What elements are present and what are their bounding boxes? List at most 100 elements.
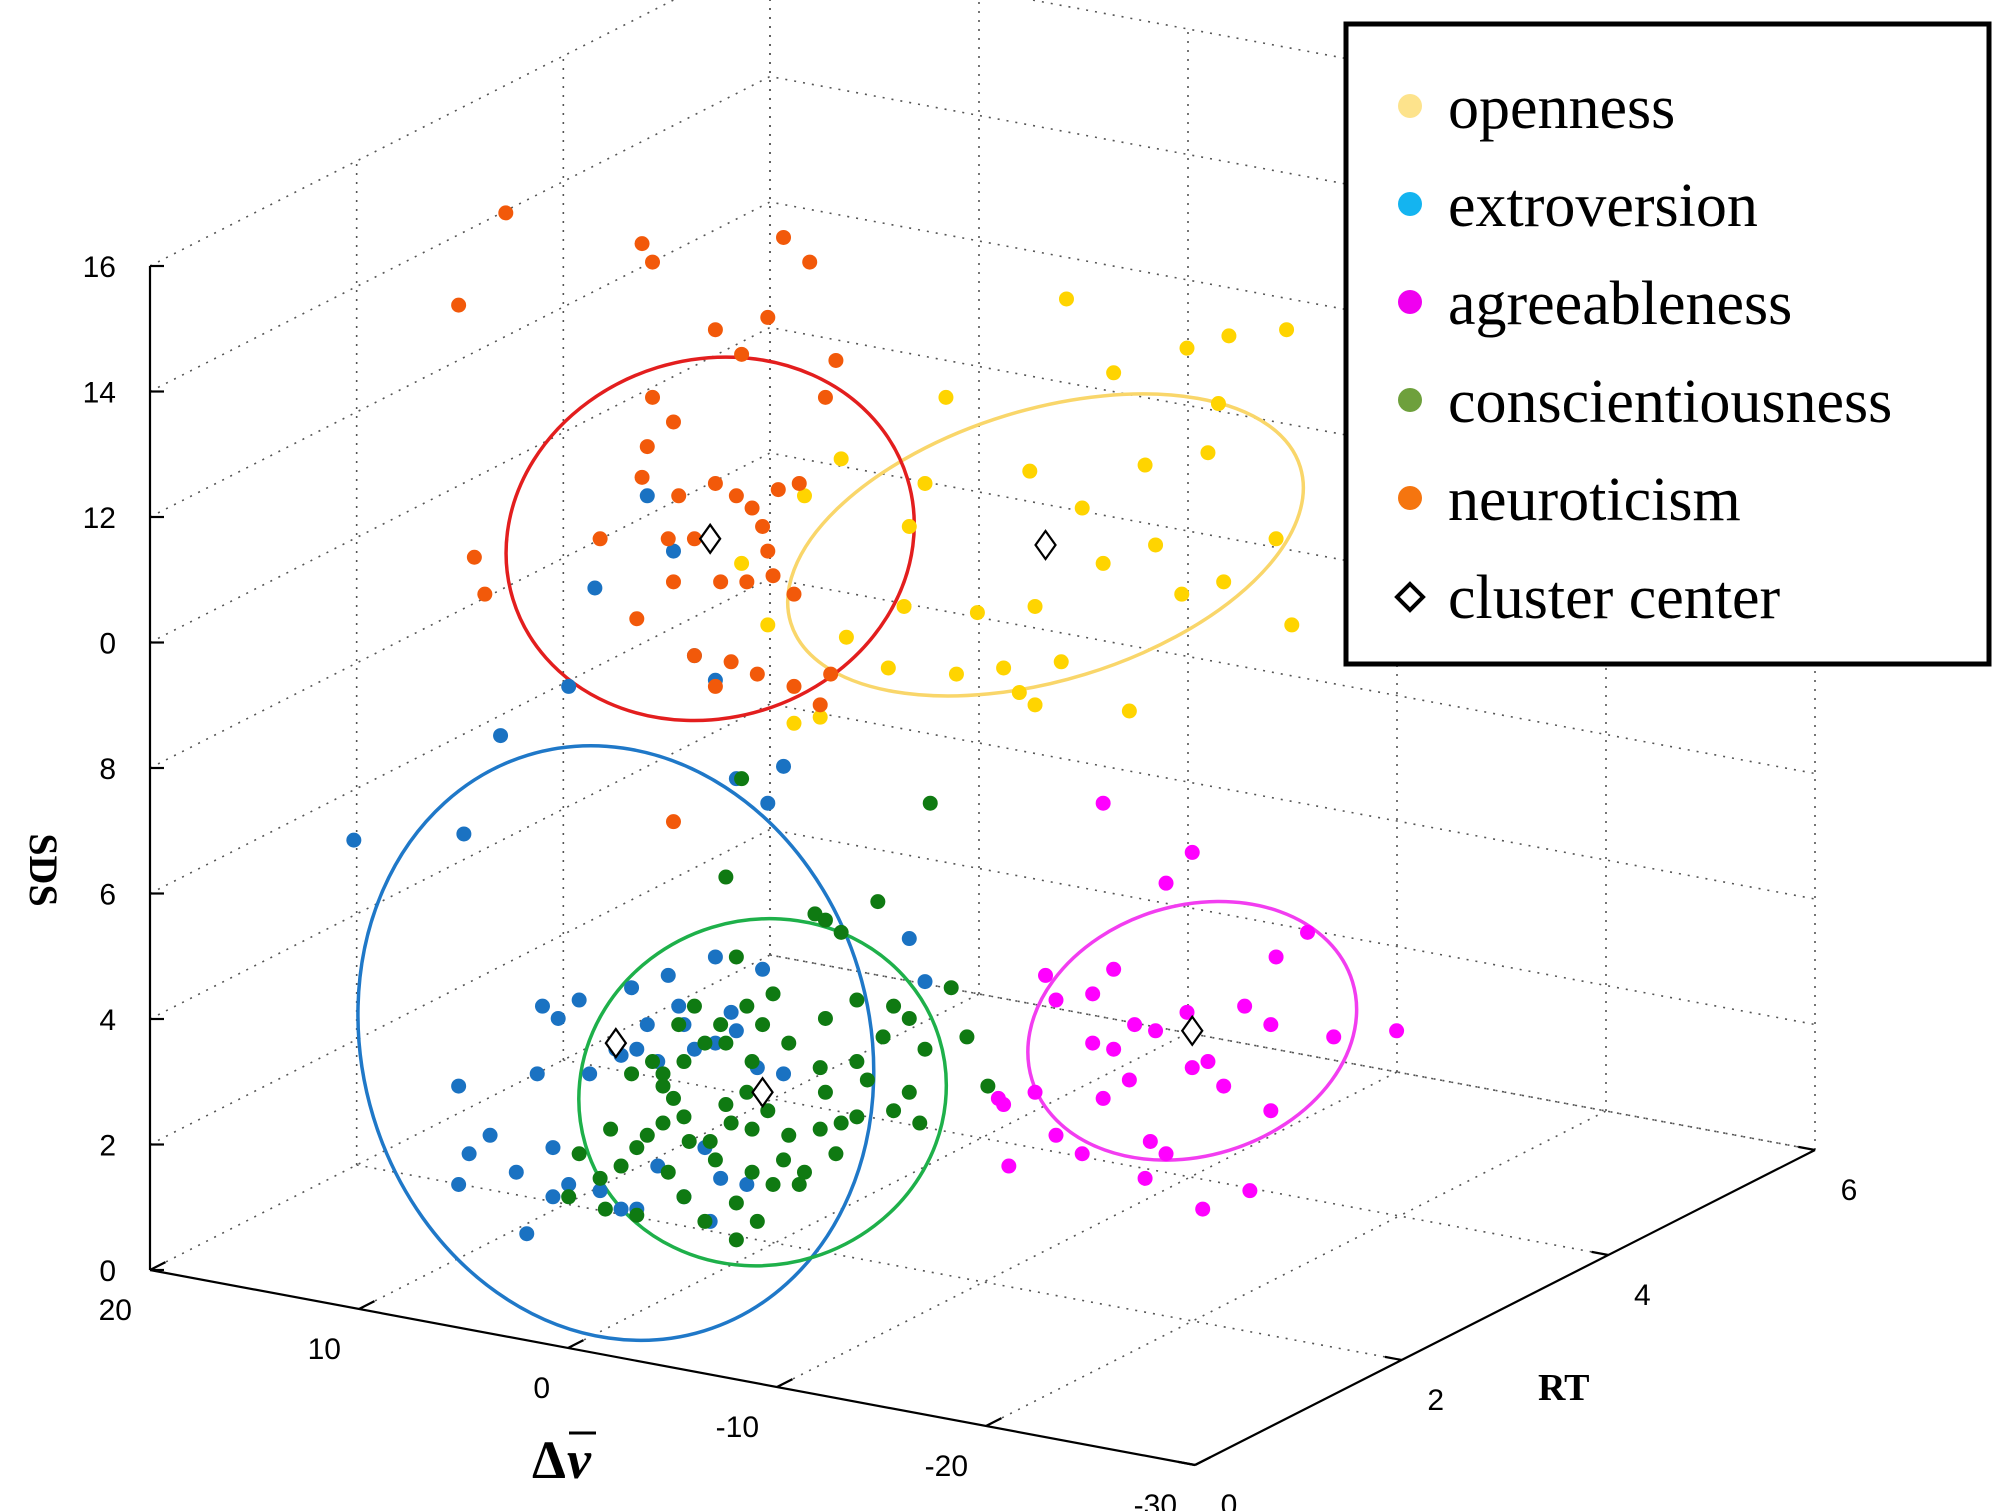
point-conscientiousness — [922, 795, 938, 811]
cluster-center-openness — [1034, 529, 1057, 561]
point-conscientiousness — [886, 1103, 902, 1119]
point-conscientiousness — [859, 1072, 875, 1088]
y-tick-label: 6 — [1841, 1174, 1858, 1207]
point-neuroticism — [707, 322, 723, 338]
z-gridline — [149, 828, 1816, 1146]
point-conscientiousness — [791, 1177, 807, 1193]
cluster-center-neuroticism — [698, 522, 722, 555]
point-neuroticism — [686, 531, 702, 547]
point-conscientiousness — [833, 924, 849, 940]
point-extroversion — [561, 1177, 577, 1193]
point-extroversion — [776, 1066, 792, 1082]
point-neuroticism — [817, 389, 833, 405]
point-extroversion — [917, 974, 933, 990]
point-openness — [969, 605, 985, 621]
legend-label-conscientiousness: conscientiousness — [1448, 368, 1892, 436]
cluster-ellipse-conscientiousness — [577, 916, 949, 1268]
point-conscientiousness — [901, 1010, 917, 1026]
point-agreeableness — [1085, 986, 1101, 1002]
point-agreeableness — [1389, 1023, 1405, 1039]
point-neuroticism — [760, 543, 776, 559]
point-conscientiousness — [639, 1127, 655, 1143]
point-agreeableness — [1038, 967, 1054, 983]
point-agreeableness — [1142, 1133, 1158, 1149]
point-openness — [1011, 685, 1027, 701]
point-extroversion — [456, 826, 472, 842]
point-openness — [1027, 598, 1043, 614]
point-agreeableness — [1106, 961, 1122, 977]
point-neuroticism — [791, 475, 807, 491]
point-conscientiousness — [676, 1109, 692, 1125]
legend-label-cluster-center: cluster center — [1448, 564, 1781, 632]
point-neuroticism — [477, 586, 493, 602]
legend: openness extroversion agreeableness conscie… — [1343, 21, 1992, 667]
point-neuroticism — [812, 697, 828, 713]
point-extroversion — [639, 488, 655, 504]
point-neuroticism — [498, 205, 514, 221]
point-agreeableness — [1121, 1072, 1137, 1088]
point-extroversion — [493, 728, 509, 744]
point-extroversion — [592, 1183, 608, 1199]
point-openness — [1095, 555, 1111, 571]
point-extroversion — [728, 1023, 744, 1039]
point-agreeableness — [1184, 1060, 1200, 1076]
y-tick — [1178, 1460, 1196, 1467]
point-extroversion — [713, 1170, 729, 1186]
point-conscientiousness — [686, 998, 702, 1014]
x-tick — [776, 1378, 793, 1388]
point-openness — [917, 475, 933, 491]
x-tick-label: 10 — [308, 1333, 341, 1366]
point-extroversion — [587, 580, 603, 596]
point-agreeableness — [1216, 1078, 1232, 1094]
x-axis-label: Δ v — [532, 1430, 596, 1490]
point-agreeableness — [1095, 1090, 1111, 1106]
point-openness — [880, 660, 896, 676]
cluster-ellipses — [356, 355, 1359, 1343]
cluster-ellipse-neuroticism — [504, 355, 916, 723]
point-neuroticism — [713, 574, 729, 590]
point-conscientiousness — [665, 1090, 681, 1106]
x-tick-label: -10 — [716, 1411, 759, 1444]
point-extroversion — [529, 1066, 545, 1082]
y-axis-line — [1194, 1149, 1816, 1466]
point-neuroticism — [802, 254, 818, 270]
x-axis-label-delta: Δ — [532, 1430, 566, 1490]
point-conscientiousness — [624, 1066, 640, 1082]
x-axis-label-v: v — [567, 1430, 592, 1490]
point-agreeableness — [1326, 1029, 1342, 1045]
point-extroversion — [723, 1004, 739, 1020]
point-openness — [1058, 291, 1074, 307]
x-tick-label: -30 — [1134, 1489, 1177, 1511]
point-conscientiousness — [912, 1115, 928, 1131]
point-conscientiousness — [561, 1189, 577, 1205]
point-neuroticism — [723, 654, 739, 670]
x-tick-label: -20 — [925, 1450, 968, 1483]
point-conscientiousness — [734, 771, 750, 787]
point-conscientiousness — [718, 1097, 734, 1113]
point-openness — [838, 629, 854, 645]
point-openness — [901, 519, 917, 535]
cluster-centers — [604, 522, 1204, 1109]
z-gridline — [149, 954, 1816, 1271]
cluster-ellipse-extroversion — [356, 744, 876, 1343]
point-openness — [1179, 340, 1195, 356]
point-openness — [996, 660, 1012, 676]
point-agreeableness — [1137, 1170, 1153, 1186]
point-extroversion — [665, 543, 681, 559]
point-neuroticism — [629, 611, 645, 627]
point-conscientiousness — [901, 1084, 917, 1100]
x-axis-line — [149, 1268, 1196, 1467]
point-conscientiousness — [744, 1121, 760, 1137]
point-neuroticism — [451, 297, 467, 313]
point-conscientiousness — [571, 1146, 587, 1162]
point-agreeableness — [1195, 1201, 1211, 1217]
point-extroversion — [451, 1078, 467, 1094]
point-conscientiousness — [597, 1201, 613, 1217]
point-conscientiousness — [718, 1035, 734, 1051]
point-conscientiousness — [749, 1213, 765, 1229]
point-neuroticism — [786, 586, 802, 602]
point-conscientiousness — [828, 1146, 844, 1162]
point-neuroticism — [671, 488, 687, 504]
point-neuroticism — [728, 488, 744, 504]
x-tick — [149, 1261, 166, 1271]
